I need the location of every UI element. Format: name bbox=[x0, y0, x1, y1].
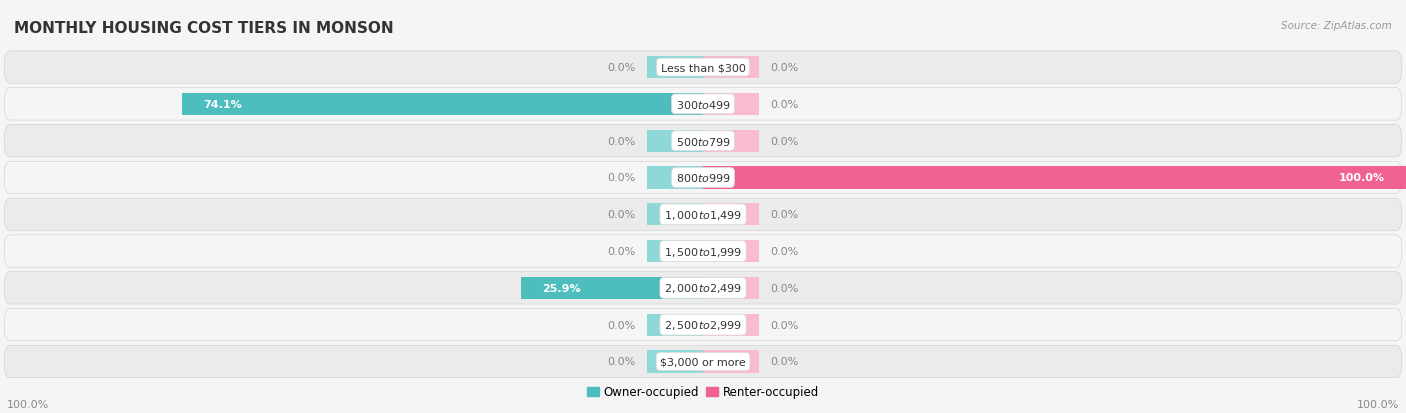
FancyBboxPatch shape bbox=[4, 88, 1402, 121]
Text: 0.0%: 0.0% bbox=[770, 210, 799, 220]
Bar bbox=[703, 131, 759, 152]
Text: 100.0%: 100.0% bbox=[1357, 399, 1399, 409]
Text: 74.1%: 74.1% bbox=[204, 100, 242, 109]
FancyBboxPatch shape bbox=[4, 52, 1402, 84]
Text: 0.0%: 0.0% bbox=[607, 210, 636, 220]
Text: 0.0%: 0.0% bbox=[607, 173, 636, 183]
Text: $500 to $799: $500 to $799 bbox=[675, 135, 731, 147]
Text: 0.0%: 0.0% bbox=[770, 283, 799, 293]
Bar bbox=[703, 277, 759, 299]
Bar bbox=[703, 94, 759, 116]
Text: 0.0%: 0.0% bbox=[607, 136, 636, 146]
Bar bbox=[520, 277, 703, 299]
FancyBboxPatch shape bbox=[4, 235, 1402, 268]
Bar bbox=[703, 167, 1406, 189]
Text: 100.0%: 100.0% bbox=[7, 399, 49, 409]
Text: 0.0%: 0.0% bbox=[607, 356, 636, 367]
Text: 0.0%: 0.0% bbox=[607, 320, 636, 330]
FancyBboxPatch shape bbox=[4, 345, 1402, 378]
Text: $1,500 to $1,999: $1,500 to $1,999 bbox=[664, 245, 742, 258]
FancyBboxPatch shape bbox=[4, 309, 1402, 341]
Bar bbox=[703, 314, 759, 336]
Text: 0.0%: 0.0% bbox=[770, 63, 799, 73]
Bar bbox=[647, 131, 703, 152]
Bar bbox=[183, 94, 703, 116]
Bar bbox=[703, 240, 759, 263]
FancyBboxPatch shape bbox=[4, 199, 1402, 231]
Text: 100.0%: 100.0% bbox=[1339, 173, 1385, 183]
Text: $2,500 to $2,999: $2,500 to $2,999 bbox=[664, 318, 742, 331]
Text: Source: ZipAtlas.com: Source: ZipAtlas.com bbox=[1281, 21, 1392, 31]
Text: MONTHLY HOUSING COST TIERS IN MONSON: MONTHLY HOUSING COST TIERS IN MONSON bbox=[14, 21, 394, 36]
Text: $1,000 to $1,499: $1,000 to $1,499 bbox=[664, 208, 742, 221]
Text: 0.0%: 0.0% bbox=[770, 356, 799, 367]
Text: 0.0%: 0.0% bbox=[770, 247, 799, 256]
Bar bbox=[703, 57, 759, 79]
Text: $3,000 or more: $3,000 or more bbox=[661, 356, 745, 367]
FancyBboxPatch shape bbox=[4, 162, 1402, 194]
Text: $2,000 to $2,499: $2,000 to $2,499 bbox=[664, 282, 742, 294]
Bar bbox=[703, 204, 759, 226]
FancyBboxPatch shape bbox=[4, 272, 1402, 304]
Text: Less than $300: Less than $300 bbox=[661, 63, 745, 73]
Bar bbox=[647, 351, 703, 373]
Text: $300 to $499: $300 to $499 bbox=[675, 99, 731, 111]
Text: 0.0%: 0.0% bbox=[607, 63, 636, 73]
FancyBboxPatch shape bbox=[4, 125, 1402, 157]
Bar bbox=[647, 314, 703, 336]
Bar bbox=[647, 167, 703, 189]
Bar bbox=[703, 351, 759, 373]
Bar bbox=[647, 57, 703, 79]
Text: 0.0%: 0.0% bbox=[770, 100, 799, 109]
Legend: Owner-occupied, Renter-occupied: Owner-occupied, Renter-occupied bbox=[582, 381, 824, 403]
Text: 0.0%: 0.0% bbox=[770, 320, 799, 330]
Text: $800 to $999: $800 to $999 bbox=[675, 172, 731, 184]
Text: 0.0%: 0.0% bbox=[607, 247, 636, 256]
Text: 0.0%: 0.0% bbox=[770, 136, 799, 146]
Text: 25.9%: 25.9% bbox=[543, 283, 581, 293]
Bar bbox=[647, 204, 703, 226]
Bar bbox=[647, 240, 703, 263]
